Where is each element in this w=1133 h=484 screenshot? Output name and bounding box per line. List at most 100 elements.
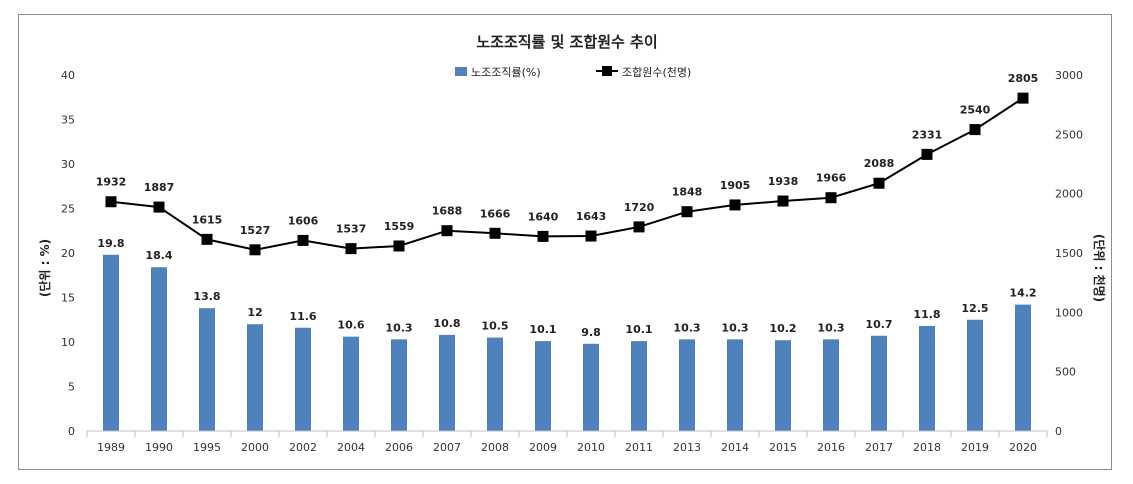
bar-series [103, 254, 1031, 431]
line-marker [873, 177, 885, 189]
line-value-label: 1966 [816, 172, 847, 185]
bar [823, 339, 839, 431]
bar-value-label: 12 [247, 306, 262, 319]
bar [439, 334, 455, 431]
y-right-tick-label: 1000 [1055, 306, 1083, 319]
chart-title: 노조조직률 및 조합원수 추이 [476, 33, 657, 51]
bar-value-label: 10.3 [673, 321, 700, 334]
line-marker [393, 240, 405, 252]
x-tick-label: 1990 [145, 441, 173, 454]
x-tick-label: 2020 [1009, 441, 1037, 454]
line-marker [345, 243, 357, 255]
line-value-label: 1932 [96, 176, 127, 189]
line-value-label: 1615 [192, 213, 223, 226]
bar [199, 308, 215, 431]
bar [679, 339, 695, 431]
y-left-tick-label: 35 [61, 114, 75, 127]
y-right-tick-label: 0 [1055, 425, 1062, 438]
line-value-label: 2088 [864, 157, 895, 170]
bar-value-label: 9.8 [581, 326, 601, 339]
bar [295, 327, 311, 431]
bar-value-label: 10.6 [337, 319, 364, 332]
line-value-label: 1887 [144, 181, 175, 194]
bar-data-labels: 19.8 18.4 13.8 12 11.6 10.6 10.3 10.8 10.5 10.1 9.… [97, 237, 1036, 339]
bar-value-label: 10.8 [433, 317, 460, 330]
y-left-tick-label: 10 [61, 336, 75, 349]
bar-value-label: 10.3 [817, 321, 844, 334]
x-tick-label: 1995 [193, 441, 221, 454]
bar-value-label: 13.8 [193, 290, 220, 303]
y-left-ticks: 0 5 10 15 20 25 30 35 40 [61, 69, 75, 438]
x-tick-label: 2014 [721, 441, 749, 454]
line-marker [201, 233, 213, 245]
line-marker [297, 234, 309, 246]
x-tick-label: 2006 [385, 441, 413, 454]
bar-value-label: 10.2 [769, 322, 796, 335]
bar [535, 341, 551, 431]
line-value-label: 2805 [1008, 72, 1039, 85]
line-marker [441, 225, 453, 237]
bar-value-label: 10.7 [865, 318, 892, 331]
bar-value-label: 14.2 [1009, 287, 1036, 300]
line-marker [1017, 92, 1029, 104]
y-right-tick-label: 2000 [1055, 188, 1083, 201]
line-marker [153, 201, 165, 213]
x-tick-label: 2017 [865, 441, 893, 454]
line-value-label: 2331 [912, 128, 943, 141]
y-left-tick-label: 5 [68, 381, 75, 394]
y-right-tick-label: 2500 [1055, 128, 1083, 141]
line-data-labels: 1932 1887 1615 1527 1606 1537 1559 1688 1666 1640… [96, 72, 1039, 237]
line-marker [105, 196, 117, 208]
line-value-label: 1606 [288, 214, 319, 227]
bar [343, 336, 359, 431]
bar [583, 343, 599, 431]
chart: 노조조직률 및 조합원수 추이 노조조직률(%) 조합원수(천명) (단위 : … [37, 33, 1107, 454]
bar-value-label: 19.8 [97, 237, 124, 250]
bar [247, 324, 263, 431]
y-left-tick-label: 20 [61, 247, 75, 260]
line-marker [585, 230, 597, 242]
legend-line-marker [602, 66, 612, 76]
line-value-label: 1666 [480, 207, 511, 220]
x-tick-label: 2019 [961, 441, 989, 454]
x-tick-label: 2007 [433, 441, 461, 454]
x-tick-label: 2000 [241, 441, 269, 454]
line-value-label: 1537 [336, 223, 367, 236]
line-series [110, 97, 1024, 251]
bar-value-label: 10.3 [385, 321, 412, 334]
bar-value-label: 11.6 [289, 310, 316, 323]
line-marker [921, 148, 933, 160]
x-tick-label: 2008 [481, 441, 509, 454]
line-marker [777, 195, 789, 207]
line-value-label: 1643 [576, 210, 607, 223]
bar [1015, 304, 1031, 431]
y-right-tick-label: 3000 [1055, 69, 1083, 82]
line-value-label: 1938 [768, 175, 799, 188]
bar-value-label: 10.5 [481, 320, 508, 333]
bar-value-label: 12.5 [961, 302, 988, 315]
line-value-label: 1559 [384, 220, 415, 233]
y-left-axis-label: (단위 : %) [37, 239, 52, 297]
line-marker [537, 230, 549, 242]
y-left-tick-label: 30 [61, 158, 75, 171]
bar [919, 325, 935, 431]
bar [391, 339, 407, 431]
x-tick-label: 2002 [289, 441, 317, 454]
line-value-label: 1905 [720, 179, 751, 192]
y-right-ticks: 0 500 1000 1500 2000 2500 3000 [1055, 69, 1083, 438]
x-tick-label: 2013 [673, 441, 701, 454]
y-right-axis-label: (단위 : 천명) [1092, 234, 1107, 302]
chart-frame: 노조조직률 및 조합원수 추이 노조조직률(%) 조합원수(천명) (단위 : … [18, 14, 1112, 470]
line-marker [633, 221, 645, 233]
line-marker [249, 244, 261, 256]
bar [967, 319, 983, 431]
line-value-label: 1640 [528, 210, 559, 223]
x-axis-ticks: 1989 1990 1995 2000 2002 2004 2006 2007 2008 2009… [86, 431, 1048, 454]
y-left-tick-label: 40 [61, 69, 75, 82]
line-value-label: 1720 [624, 201, 655, 214]
x-tick-label: 1989 [97, 441, 125, 454]
x-tick-label: 2010 [577, 441, 605, 454]
bar-value-label: 10.1 [529, 323, 556, 336]
bar-value-label: 18.4 [145, 249, 172, 262]
line-marker [681, 206, 693, 218]
